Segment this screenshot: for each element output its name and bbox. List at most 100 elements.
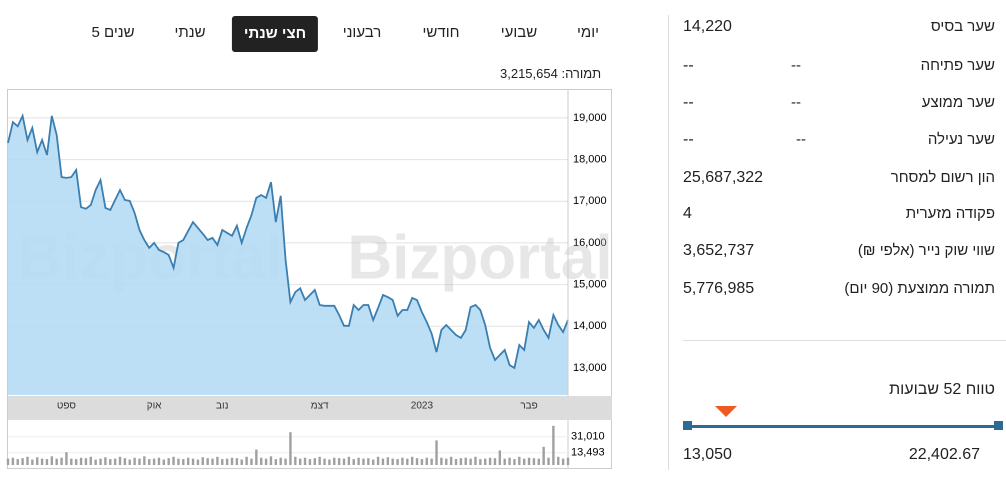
volume-bar [557,456,560,465]
volume-bar [381,458,385,465]
volume-bar [518,456,521,465]
stat-value: 5,776,985 [683,280,755,297]
stat-value: -- [683,131,694,148]
volume-bar [6,458,10,465]
divider [668,15,669,470]
volume-bar [308,459,312,465]
stat-value: 4 [683,205,692,222]
volume-bar [542,446,545,465]
volume-bar [513,459,516,465]
volume-bar [104,457,107,465]
volume-bar [99,458,102,465]
volume-bar [50,456,54,465]
volume-bar [152,458,156,465]
x-tick-label: ספט [57,401,77,412]
stat-label: הון רשום למסחר [890,169,995,186]
volume-bar [337,458,341,465]
stat-label: שווי שוק נייר (אלפי ₪) [857,242,995,259]
volume-bar [357,457,360,465]
tab[interactable]: 5 שנים [91,24,135,41]
volume-bar [206,458,209,465]
volume-bar [264,458,268,465]
tab[interactable]: חודשי [422,24,460,41]
volume-bar [493,458,497,465]
volume-bar [269,456,273,465]
tab[interactable]: שנתי [174,24,206,41]
stat-label: שער פתיחה [920,57,995,74]
x-axis-band [8,396,612,420]
y-tick-label: 13,000 [573,362,607,374]
volume-bar [79,457,83,465]
volume-bar [328,459,331,465]
volume-bar [65,452,68,465]
volume-bar [333,457,336,465]
volume-bar [449,456,453,465]
volume-bar [401,457,404,465]
x-tick-label: אוק [147,401,162,412]
volume-bar [148,459,151,465]
volume-bar [464,457,467,465]
volume-bar [128,459,131,465]
tab[interactable]: שבועי [500,24,538,41]
volume-bar [94,459,97,465]
volume-bar [21,458,24,465]
range-high: 22,402.67 [908,446,980,463]
price-chart: 13,000 14,000 15,000 16,000 17,000 18,000 19,0… [6,89,613,469]
volume-bar [216,456,219,465]
volume-bar [45,459,49,465]
volume-bar [406,458,409,465]
volume-bar [425,457,428,465]
tab[interactable]: יומי [577,24,599,41]
stat-label: תמורה ממוצעת (90 יום) [844,280,995,297]
volume-bar [459,458,463,465]
volume-bar [84,458,88,465]
range-low: 13,050 [683,446,732,463]
volume-bar [469,458,472,465]
y-tick-label: 14,000 [573,320,607,332]
volume-bar [118,456,122,465]
volume-bar [420,459,424,465]
volume-bar [289,432,292,465]
volume-bar [250,458,253,465]
volume-bar [566,457,570,465]
volume-bar [186,457,190,465]
price-line [7,112,569,370]
volume-bar [113,458,117,465]
volume-tick-label: 31,010 [571,431,605,443]
volume-bar [235,458,239,465]
separator [683,340,1006,341]
volume-bar [191,458,195,465]
volume-bar [177,458,180,465]
volume-bar [143,456,146,465]
volume-bar [435,440,438,465]
x-tick-label: נוב [216,401,229,412]
stat-change: -- [796,131,806,148]
stat-label: פקודה מזערית [905,205,995,222]
volume-bar [352,459,355,465]
turnover-label: תמורה: [561,66,602,81]
volume-bar [26,456,29,465]
volume-bar [386,457,390,465]
stat-label: שער ממוצע [921,94,995,111]
range-bar [687,425,1000,428]
volume-bar [362,458,365,465]
tab[interactable]: חצי שנתי [231,16,319,52]
volume-bar [74,459,78,465]
volume-bar [391,458,394,465]
volume-bar [245,456,248,465]
volume-bar [279,457,282,465]
volume-bar [367,458,370,465]
volume-bar [123,458,127,465]
volume-bar [498,450,502,465]
volume-bar [552,425,555,465]
tab[interactable]: רבעוני [342,24,382,41]
volume-bar [415,458,419,465]
volume-bar [488,457,492,465]
stat-value: 25,687,322 [683,169,764,186]
volume-bar [527,457,531,465]
volume-bar [284,458,287,465]
volume-bar [274,459,278,465]
stat-change: -- [791,94,801,111]
x-tick-label: דצמ [311,401,329,412]
